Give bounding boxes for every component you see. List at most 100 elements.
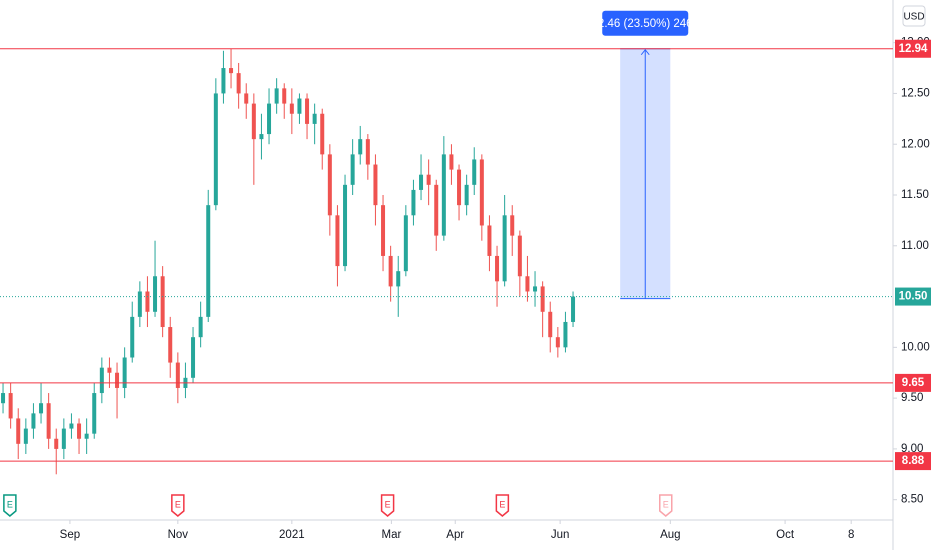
candle-body — [61, 428, 66, 449]
candle-body — [472, 159, 477, 185]
y-tick-label: 9.00 — [901, 443, 923, 455]
y-tick-label: 8.50 — [901, 494, 923, 506]
candle-body — [403, 215, 408, 272]
candle-body — [320, 113, 325, 155]
earnings-badge — [171, 494, 185, 517]
price-line-label: 8.88 — [902, 455, 925, 467]
y-tick-label: 12.50 — [901, 87, 930, 99]
candle-body — [130, 316, 135, 358]
price-line-tag — [895, 373, 931, 392]
candle-body — [289, 103, 294, 114]
candle-body — [145, 291, 150, 312]
candle-body — [297, 98, 302, 114]
x-tick-label: 8 — [848, 529, 854, 541]
candle-body — [198, 316, 203, 338]
candle-body — [525, 276, 530, 292]
x-tick-label: Jun — [551, 529, 570, 541]
y-tick-label: 9.50 — [901, 392, 923, 404]
candle-body — [441, 154, 446, 236]
earnings-badge — [659, 494, 673, 517]
earnings-marker: E — [659, 494, 673, 517]
candle-body — [259, 134, 264, 140]
price-line-label: 9.65 — [902, 377, 925, 389]
x-tick-label: Apr — [446, 529, 464, 541]
candle-body — [540, 286, 545, 312]
measure-label: 2.46 (23.50%) 246 — [598, 18, 693, 30]
candle-body — [46, 403, 51, 439]
earnings-marker: E — [171, 494, 185, 517]
candle-body — [479, 159, 484, 226]
candle-body — [350, 154, 355, 185]
candle-body — [267, 103, 272, 135]
candle-body — [358, 139, 363, 155]
candle-body — [327, 154, 332, 216]
x-tick-label: Aug — [660, 529, 680, 541]
earnings-badge — [3, 494, 17, 517]
candle-body — [23, 428, 28, 444]
earnings-label: E — [7, 499, 13, 509]
candle-body — [1, 393, 6, 404]
candle-body — [487, 225, 492, 256]
candle-body — [548, 311, 553, 338]
currency-box[interactable] — [902, 5, 926, 27]
candle-body — [31, 413, 36, 429]
candle-body — [495, 255, 500, 282]
candle-body — [381, 205, 386, 256]
candle-body — [175, 362, 180, 388]
candle-body — [373, 164, 378, 206]
x-tick-label: Nov — [168, 529, 189, 541]
candle-body — [335, 215, 340, 267]
earnings-marker: E — [3, 494, 17, 517]
earnings-label: E — [175, 499, 181, 509]
y-tick-label: 11.00 — [901, 240, 929, 252]
candle-body — [244, 93, 249, 104]
candle-body — [160, 276, 165, 328]
candle-body — [251, 103, 256, 140]
earnings-marker: E — [380, 494, 395, 517]
candle-body — [464, 184, 469, 206]
earnings-marker: E — [495, 494, 510, 517]
candle-body — [229, 68, 234, 74]
candle-body — [563, 321, 568, 348]
y-tick-label: 10.00 — [901, 341, 930, 353]
candle-body — [312, 113, 317, 124]
candle-body — [434, 184, 439, 236]
candle-body — [39, 403, 44, 414]
price-line-tag — [895, 452, 931, 471]
candle-body — [236, 73, 241, 94]
candle-body — [388, 255, 393, 287]
candle-body — [16, 418, 21, 444]
candle-body — [571, 296, 576, 322]
candle-body — [517, 235, 522, 277]
x-tick-label: Sep — [60, 529, 80, 541]
candle-body — [396, 271, 401, 287]
candle-body — [168, 327, 173, 363]
candle-body — [343, 184, 348, 267]
earnings-badge — [380, 494, 395, 517]
candle-body — [449, 154, 454, 170]
earnings-label: E — [499, 499, 505, 509]
candle-body — [555, 337, 560, 348]
earnings-badge — [495, 494, 510, 517]
earnings-label: E — [663, 499, 669, 509]
price-line-label: 12.94 — [899, 43, 928, 55]
x-tick-label: Oct — [776, 529, 795, 541]
candle-body — [457, 169, 462, 206]
candle-body — [502, 215, 507, 282]
candle-body — [419, 174, 424, 190]
candle-body — [213, 93, 218, 206]
x-tick-label: Mar — [381, 529, 401, 541]
candle-body — [69, 423, 74, 429]
candle-body — [122, 357, 127, 388]
candle-body — [84, 433, 89, 439]
candle-body — [533, 286, 538, 292]
x-tick-label: 2021 — [279, 529, 305, 541]
candle-body — [206, 205, 211, 317]
candle-body — [115, 372, 120, 388]
last-price-tag — [895, 287, 931, 306]
price-line-tag — [895, 39, 931, 58]
y-tick-label: 12.00 — [901, 138, 930, 150]
candle-body — [221, 68, 226, 94]
